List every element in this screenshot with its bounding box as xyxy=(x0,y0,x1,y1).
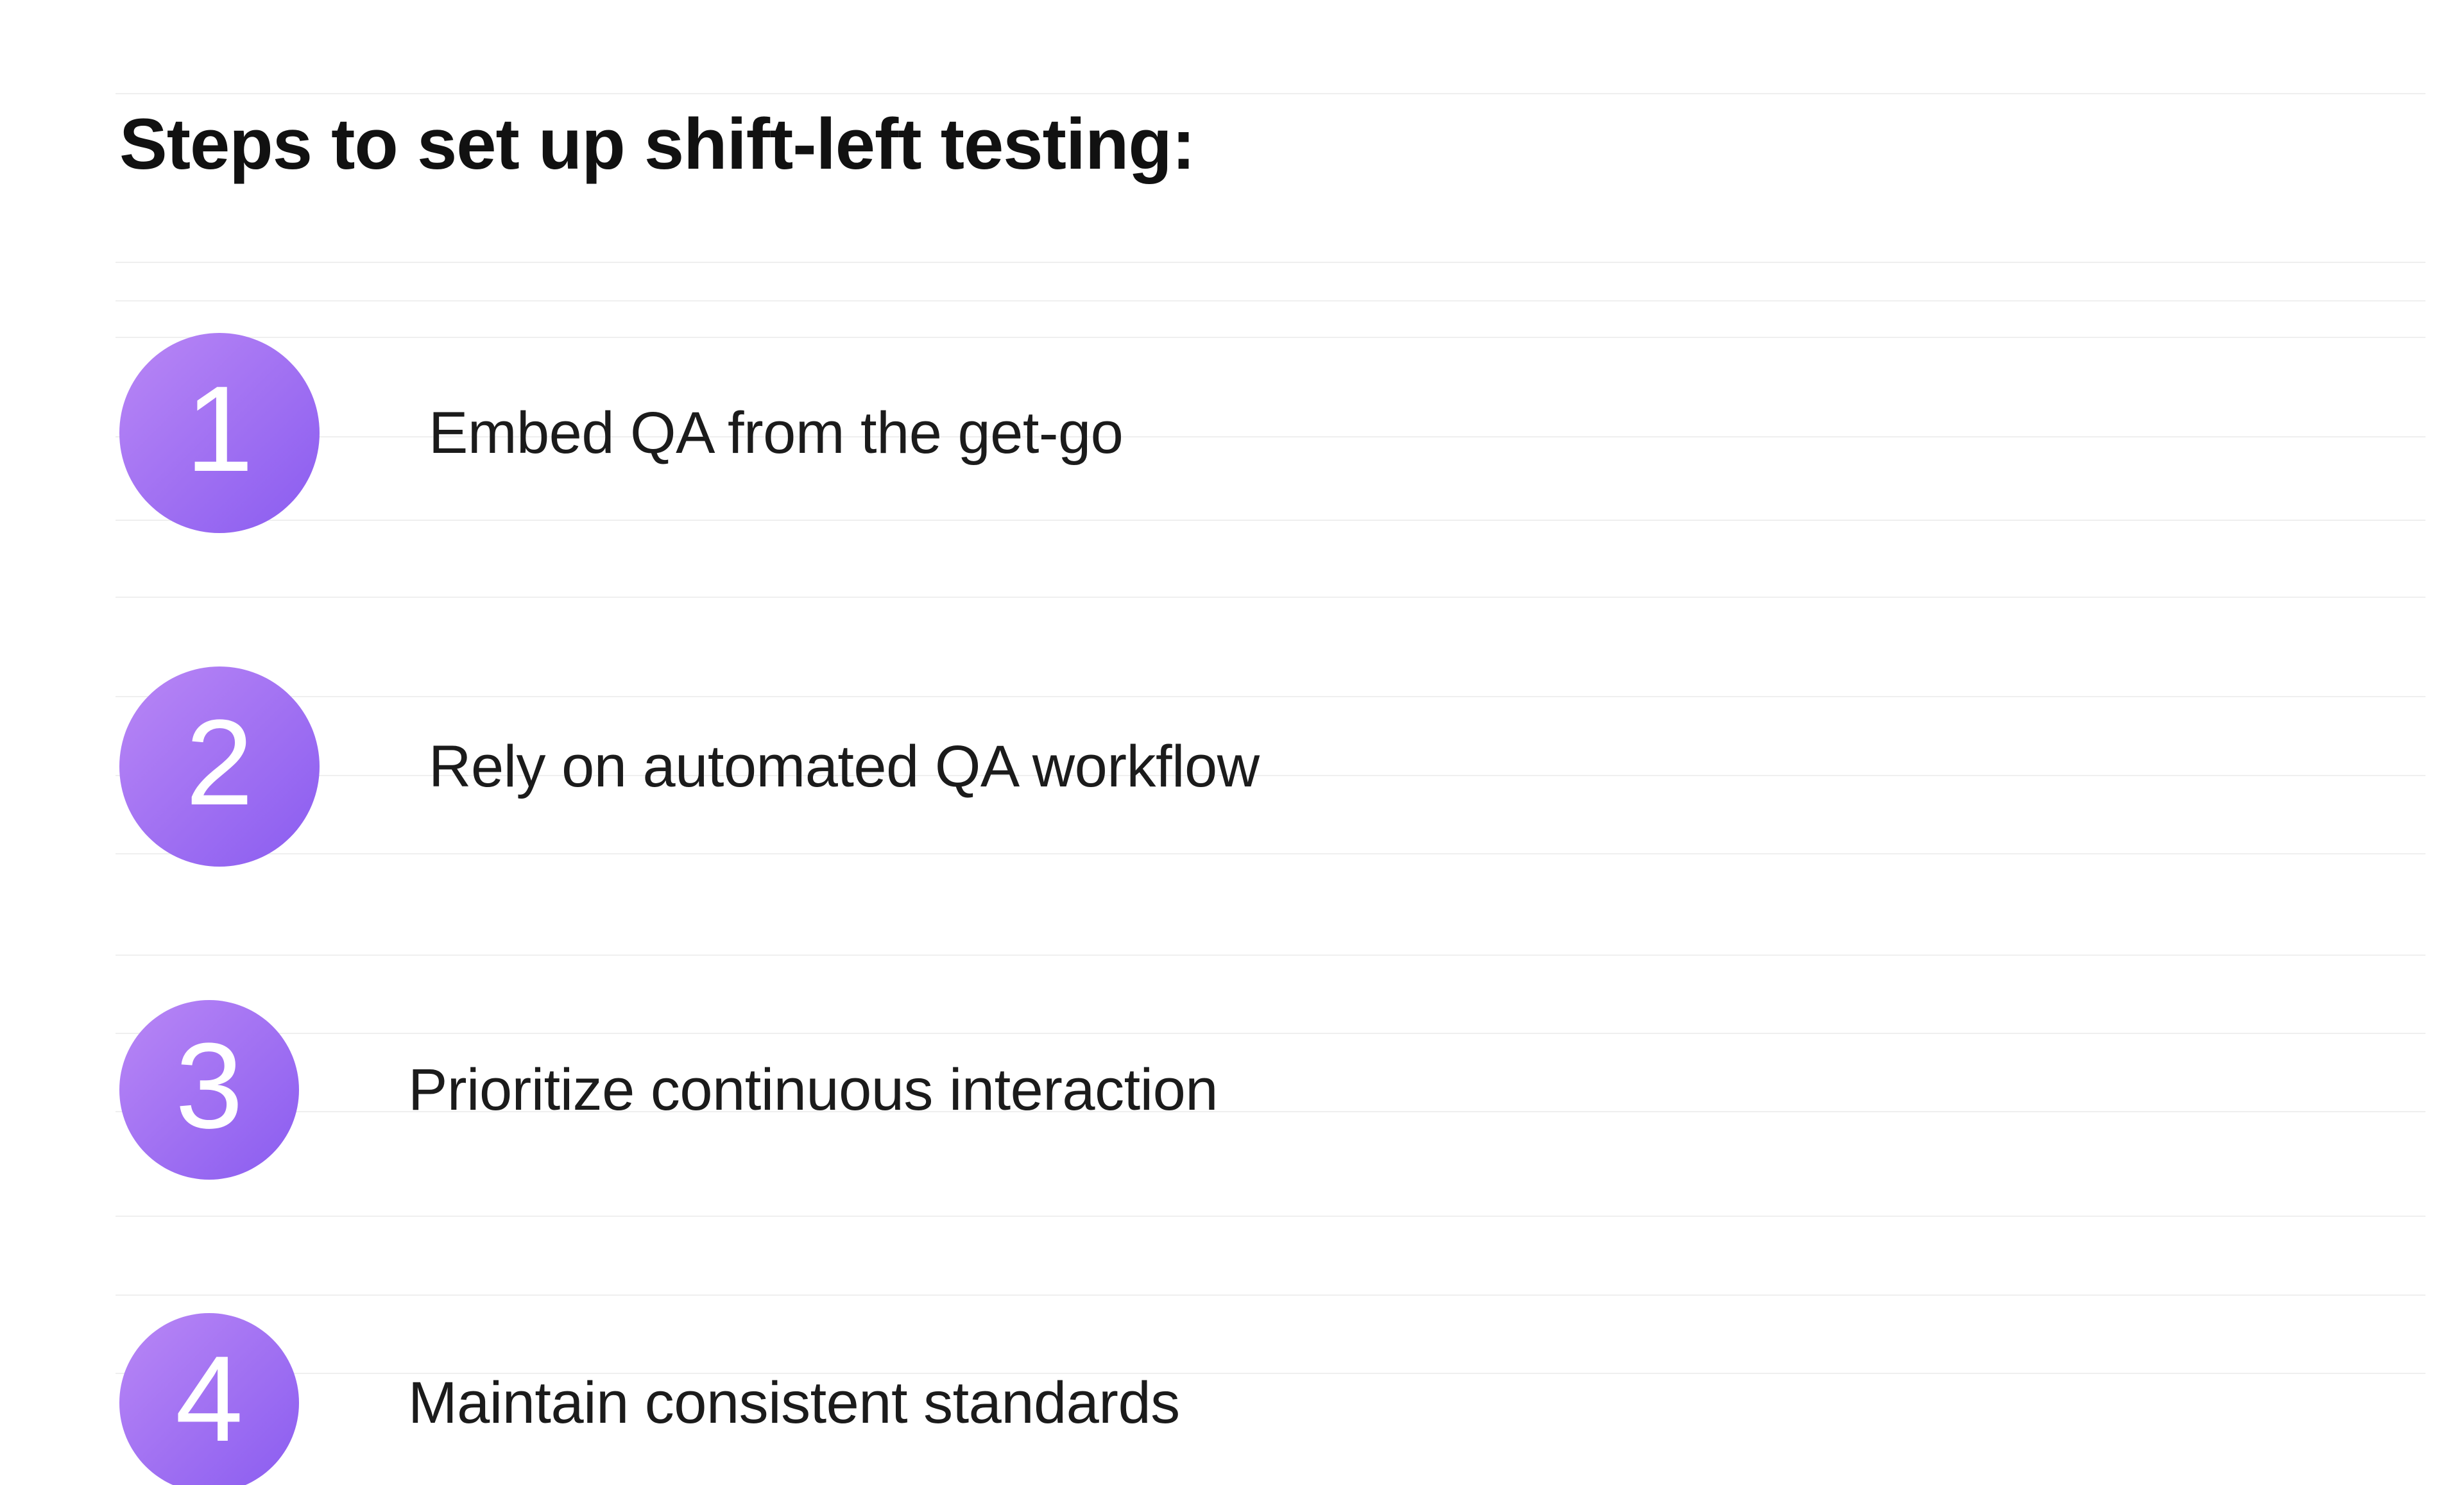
step-badge-2: 2 xyxy=(119,666,320,867)
step-label-1: Embed QA from the get-go xyxy=(429,400,1123,467)
content: Steps to set up shift-left testing: 1 Em… xyxy=(116,103,2348,1485)
step-number-4: 4 xyxy=(175,1338,243,1460)
step-row-2: 2 Rely on automated QA workflow xyxy=(119,666,2348,867)
step-label-4: Maintain consistent standards xyxy=(408,1370,1180,1437)
step-badge-1: 1 xyxy=(119,333,320,533)
step-row-1: 1 Embed QA from the get-go xyxy=(119,333,2348,533)
step-badge-4: 4 xyxy=(119,1313,299,1485)
step-row-4: 4 Maintain consistent standards xyxy=(119,1313,2348,1485)
steps-list: 1 Embed QA from the get-go 2 Rely on aut… xyxy=(119,333,2348,1485)
page-title: Steps to set up shift-left testing: xyxy=(119,103,2348,185)
step-number-3: 3 xyxy=(175,1025,243,1147)
step-number-1: 1 xyxy=(185,368,253,490)
step-label-2: Rely on automated QA workflow xyxy=(429,733,1260,801)
page-container: Steps to set up shift-left testing: 1 Em… xyxy=(0,0,2464,1485)
step-badge-3: 3 xyxy=(119,1000,299,1180)
step-row-3: 3 Prioritize continuous interaction xyxy=(119,1000,2348,1180)
step-number-2: 2 xyxy=(185,702,253,824)
step-label-3: Prioritize continuous interaction xyxy=(408,1056,1218,1124)
